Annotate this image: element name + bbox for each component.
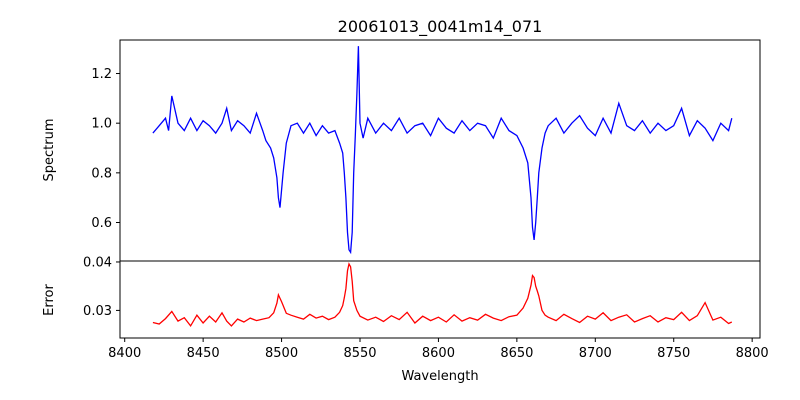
x-tick-label: 8550 [343, 346, 376, 361]
x-tick-label: 8650 [500, 346, 533, 361]
x-tick-label: 8400 [108, 346, 141, 361]
x-axis-ticks: 8400 8450 8500 8550 8600 8650 8700 8750 8800 [108, 338, 769, 361]
chart-title: 20061013_0041m14_071 [338, 17, 543, 37]
error-y-ticks: 0.03 0.04 [83, 255, 120, 319]
error-y-label: Error [42, 284, 57, 316]
spectrum-y-tick-label: 0.6 [91, 216, 112, 231]
spectrum-series-line [152, 46, 733, 255]
error-y-tick-label: 0.04 [83, 255, 112, 270]
error-axes-frame [119, 260, 761, 339]
x-tick-label: 8750 [657, 346, 690, 361]
x-tick-label: 8700 [579, 346, 612, 361]
spectrum-y-tick-label: 1.2 [91, 67, 112, 82]
x-axis-label: Wavelength [401, 369, 478, 384]
error-series-line [152, 262, 733, 328]
spectrum-y-ticks: 0.6 0.8 1.0 1.2 [91, 67, 120, 231]
spectrum-panel: 0.6 0.8 1.0 1.2 Spectrum [42, 39, 761, 262]
error-y-tick-label: 0.03 [83, 304, 112, 319]
x-tick-label: 8800 [736, 346, 769, 361]
spectrum-axes-frame [119, 39, 761, 262]
spectrum-y-tick-label: 1.0 [91, 117, 112, 132]
error-panel: 0.03 0.04 Error [42, 255, 761, 339]
x-tick-label: 8450 [187, 346, 220, 361]
spectrum-y-label: Spectrum [42, 119, 57, 182]
x-tick-label: 8600 [422, 346, 455, 361]
x-tick-label: 8500 [265, 346, 298, 361]
spectrum-y-tick-label: 0.8 [91, 166, 112, 181]
